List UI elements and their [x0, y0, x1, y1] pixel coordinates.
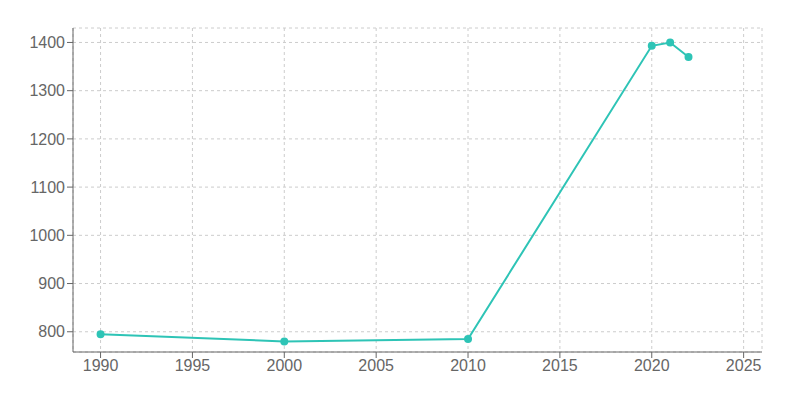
svg-text:2000: 2000 [266, 357, 302, 374]
svg-text:900: 900 [38, 275, 65, 292]
svg-text:1400: 1400 [29, 34, 65, 51]
svg-text:2015: 2015 [542, 357, 578, 374]
svg-text:2020: 2020 [634, 357, 670, 374]
svg-text:1990: 1990 [83, 357, 119, 374]
svg-text:2005: 2005 [358, 357, 394, 374]
svg-text:800: 800 [38, 323, 65, 340]
svg-text:2025: 2025 [726, 357, 762, 374]
svg-text:1100: 1100 [31, 179, 66, 196]
svg-text:2010: 2010 [450, 357, 486, 374]
svg-text:1200: 1200 [29, 131, 65, 148]
svg-text:1000: 1000 [29, 227, 65, 244]
svg-text:1995: 1995 [175, 357, 211, 374]
svg-text:1300: 1300 [29, 82, 65, 99]
